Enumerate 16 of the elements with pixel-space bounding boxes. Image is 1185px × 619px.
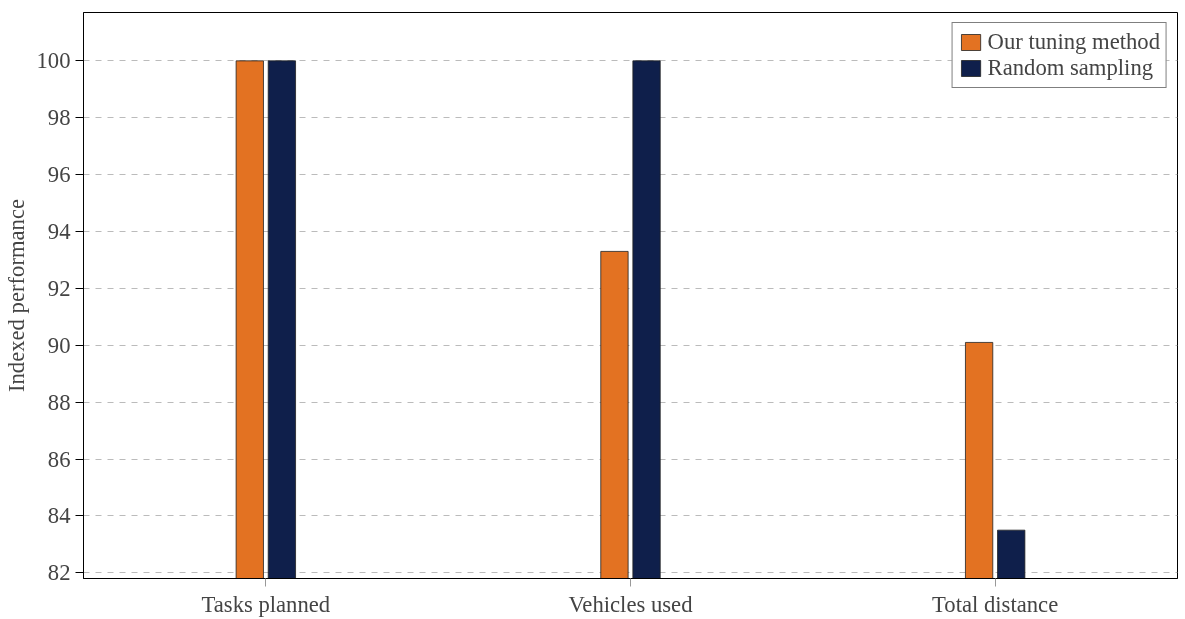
y-tick-label: 88	[47, 389, 71, 415]
y-tick-label: 84	[47, 503, 71, 529]
y-axis-title: Indexed performance	[3, 198, 29, 393]
y-tick-label: 90	[47, 332, 71, 358]
x-tick-label: Total distance	[932, 591, 1059, 617]
legend-label: Random sampling	[987, 55, 1154, 81]
y-tick-label: 94	[47, 219, 71, 245]
x-tick-label: Vehicles used	[568, 591, 694, 617]
y-tick-label: 100	[36, 48, 71, 74]
y-tick-label: 82	[47, 560, 71, 586]
y-tick-label: 96	[47, 162, 71, 188]
y-tick-label: 86	[47, 446, 71, 472]
legend-label: Our tuning method	[987, 29, 1160, 55]
x-tick-label: Tasks planned	[201, 591, 331, 617]
y-tick-label: 98	[47, 105, 71, 131]
y-tick-label: 92	[47, 275, 71, 301]
